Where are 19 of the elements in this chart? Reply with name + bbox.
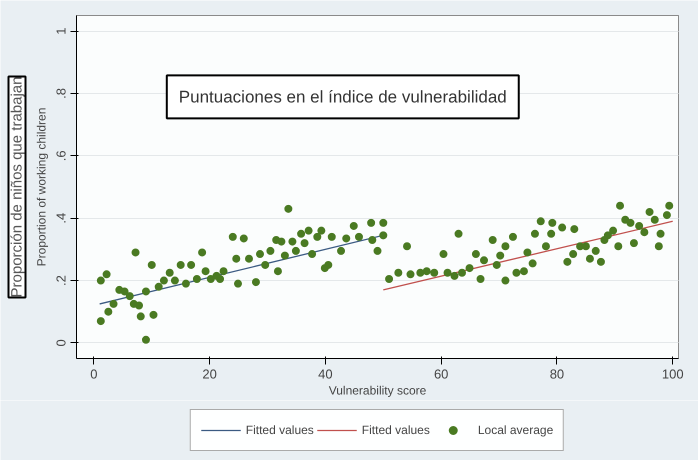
legend-label: Local average — [478, 423, 554, 437]
x-tick-label: 40 — [318, 366, 333, 382]
y-tick-label: 0 — [54, 339, 68, 347]
annotation: Puntuaciones en el índice de vulnerabilidad — [178, 87, 507, 106]
x-tick-label: 0 — [90, 366, 98, 382]
x-axis-title: Vulnerability score — [328, 384, 427, 398]
x-tick-label: 100 — [662, 366, 684, 382]
y-axis-title: Proportion of working children — [34, 108, 48, 266]
text: Proporción de niños que trabajan — [8, 76, 26, 298]
y-tick-label: .6 — [54, 150, 68, 162]
y-tick-label: .8 — [54, 88, 68, 99]
y-tick-label: .2 — [54, 275, 68, 286]
x-tick-label: 80 — [550, 366, 564, 382]
legend-label: Fitted values — [246, 423, 314, 437]
y-tick-label: 1 — [54, 27, 68, 35]
x-tick-label: 60 — [434, 366, 448, 382]
x-tick-label: 20 — [202, 366, 217, 382]
y-tick-label: .4 — [54, 212, 68, 224]
legend-label: Fitted values — [362, 423, 430, 437]
